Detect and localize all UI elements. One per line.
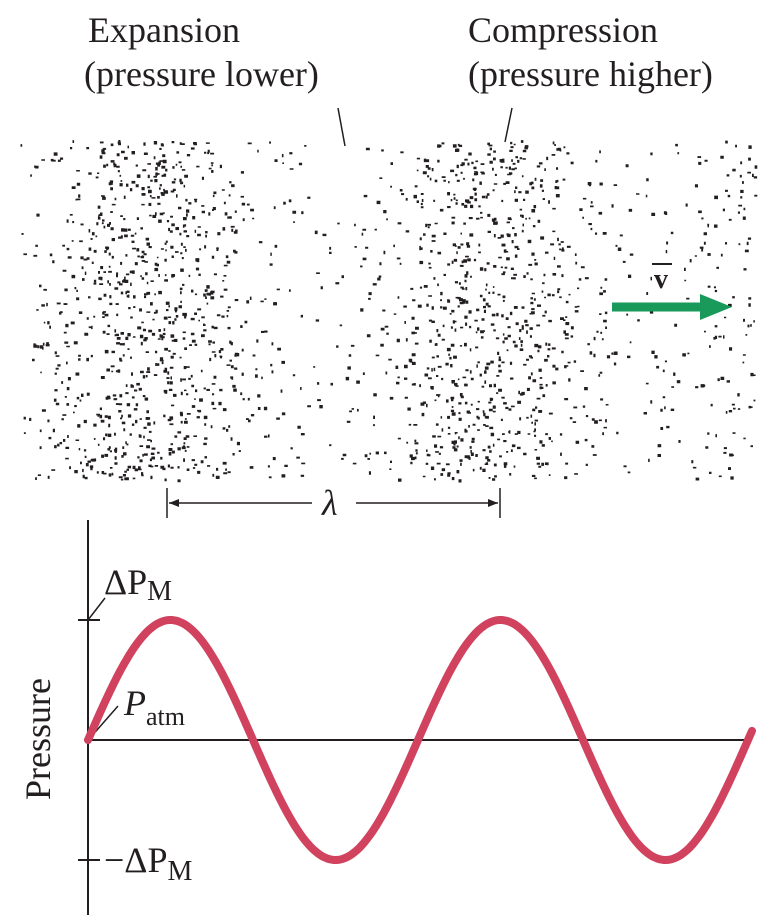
leader-line xyxy=(337,107,346,147)
leader-line xyxy=(504,107,513,143)
wavelength-label: λ xyxy=(321,483,338,523)
pressure-curve xyxy=(84,616,756,864)
min-subscript: M xyxy=(167,856,192,887)
compression-label: Compression xyxy=(468,10,658,50)
max-symbol: ΔP xyxy=(104,562,147,602)
y-axis-label: Pressure xyxy=(18,678,58,800)
atm-label: Patm xyxy=(123,683,185,731)
min-symbol: −ΔP xyxy=(104,840,167,880)
atm-symbol: P xyxy=(123,683,146,723)
atm-subscript: atm xyxy=(146,702,185,731)
max-label: ΔPM xyxy=(104,562,172,607)
leader-line xyxy=(87,597,106,621)
max-subscript: M xyxy=(147,576,172,607)
expansion-label: Expansion xyxy=(88,10,240,50)
velocity-arrowhead xyxy=(700,294,732,320)
min-label: −ΔPM xyxy=(104,840,192,887)
velocity-label: v xyxy=(654,264,668,295)
compression-note: (pressure higher) xyxy=(468,54,713,94)
expansion-note: (pressure lower) xyxy=(84,54,319,94)
